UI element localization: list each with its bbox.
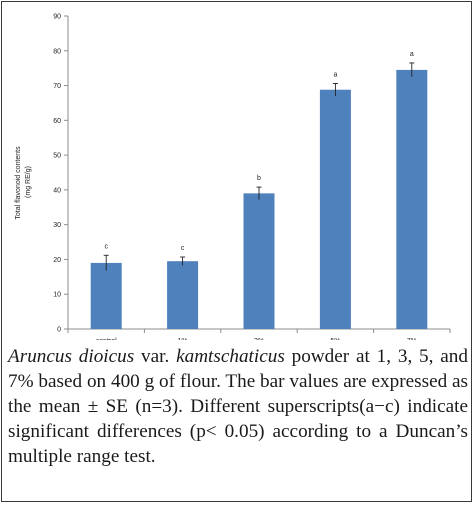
y-tick-label: 50 (53, 153, 61, 160)
y-tick-label: 20 (53, 257, 61, 264)
y-axis-label-line-2: (mg RE/g) (25, 166, 32, 198)
y-tick-label: 60 (53, 118, 61, 125)
significance-letter: a (333, 71, 337, 78)
x-tick-label: 5% (330, 338, 340, 340)
y-axis: 0 10 20 30 40 50 60 70 80 90 (53, 14, 69, 334)
y-tick-label: 40 (53, 187, 61, 194)
x-tick-label: 7% (407, 338, 417, 340)
bar (243, 193, 275, 329)
y-tick-label: 70 (53, 83, 61, 90)
x-tick-label: 1% (178, 338, 188, 340)
x-tick-label: control (96, 338, 117, 340)
bar (396, 69, 428, 330)
x-axis: control 1% 3% 5% 7% (67, 328, 451, 340)
bar (167, 261, 199, 329)
bars: c c b a a (90, 51, 428, 330)
caption-text-2: powder at 1, 3, 5, and 7% based on 400 g… (8, 346, 468, 467)
y-axis-label: Total flavonoid contents (mg RE/g) (15, 144, 32, 219)
significance-letter: a (410, 51, 414, 58)
bar (319, 89, 351, 330)
figure-caption: Aruncus dioicus var. kamtschaticus powde… (8, 344, 468, 469)
y-axis-label-line-1: Total flavonoid contents (15, 146, 22, 220)
caption-text-1: var. (134, 346, 177, 367)
y-tick-label: 30 (53, 222, 61, 229)
y-tick-label: 0 (57, 327, 61, 334)
y-tick-label: 10 (53, 292, 61, 299)
y-tick-label: 90 (53, 14, 61, 21)
caption-variety: kamtschaticus (176, 346, 285, 367)
caption-species: Aruncus dioicus (8, 346, 135, 367)
y-tick-label: 80 (53, 48, 61, 55)
significance-letter: b (257, 175, 261, 182)
bar-chart: 0 10 20 30 40 50 60 70 80 90 control 1% 3% 5% 7% c c b a… (15, 14, 451, 340)
x-tick-label: 3% (254, 338, 264, 340)
significance-letter: c (104, 243, 108, 250)
bar (90, 262, 122, 329)
significance-letter: c (181, 245, 185, 252)
